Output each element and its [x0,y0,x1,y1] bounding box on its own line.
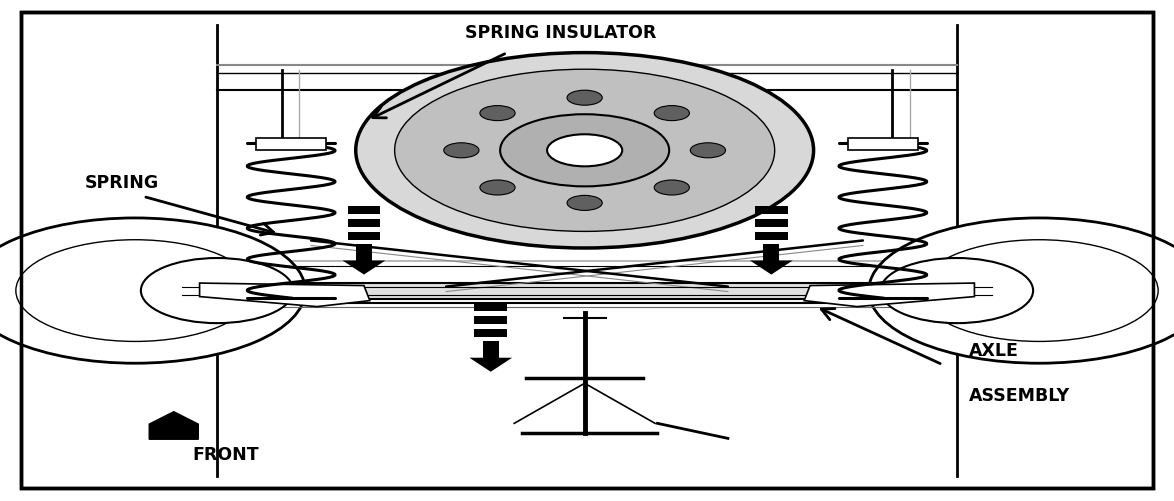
Bar [348,232,380,240]
Text: SPRING: SPRING [85,174,158,192]
Circle shape [567,195,602,210]
Circle shape [444,143,479,158]
Circle shape [654,180,689,195]
Bar [483,341,499,358]
Bar [474,303,507,311]
Circle shape [141,258,294,323]
Text: SPRING INSULATOR: SPRING INSULATOR [465,24,657,42]
Circle shape [394,69,775,231]
Circle shape [356,53,814,248]
Bar [474,329,507,337]
Circle shape [0,218,305,363]
Bar [755,219,788,227]
Bar [755,232,788,240]
Bar [848,138,918,150]
Circle shape [547,134,622,166]
Circle shape [690,143,726,158]
Bar [348,219,380,227]
Circle shape [880,258,1033,323]
Text: ASSEMBLY: ASSEMBLY [969,387,1070,405]
Circle shape [480,106,515,121]
Circle shape [869,218,1174,363]
Polygon shape [750,261,792,275]
Polygon shape [200,283,370,307]
Polygon shape [343,261,385,275]
Text: FRONT: FRONT [193,446,258,464]
Bar [348,206,380,214]
Circle shape [567,90,602,105]
Bar [763,244,780,261]
Bar [755,206,788,214]
Bar [474,316,507,324]
Circle shape [500,114,669,186]
Circle shape [654,106,689,121]
Polygon shape [149,412,198,439]
Bar [356,244,372,261]
Bar [256,138,326,150]
Polygon shape [470,358,512,372]
Polygon shape [804,283,974,307]
Bar [182,283,992,299]
Text: AXLE: AXLE [969,342,1018,360]
Circle shape [480,180,515,195]
